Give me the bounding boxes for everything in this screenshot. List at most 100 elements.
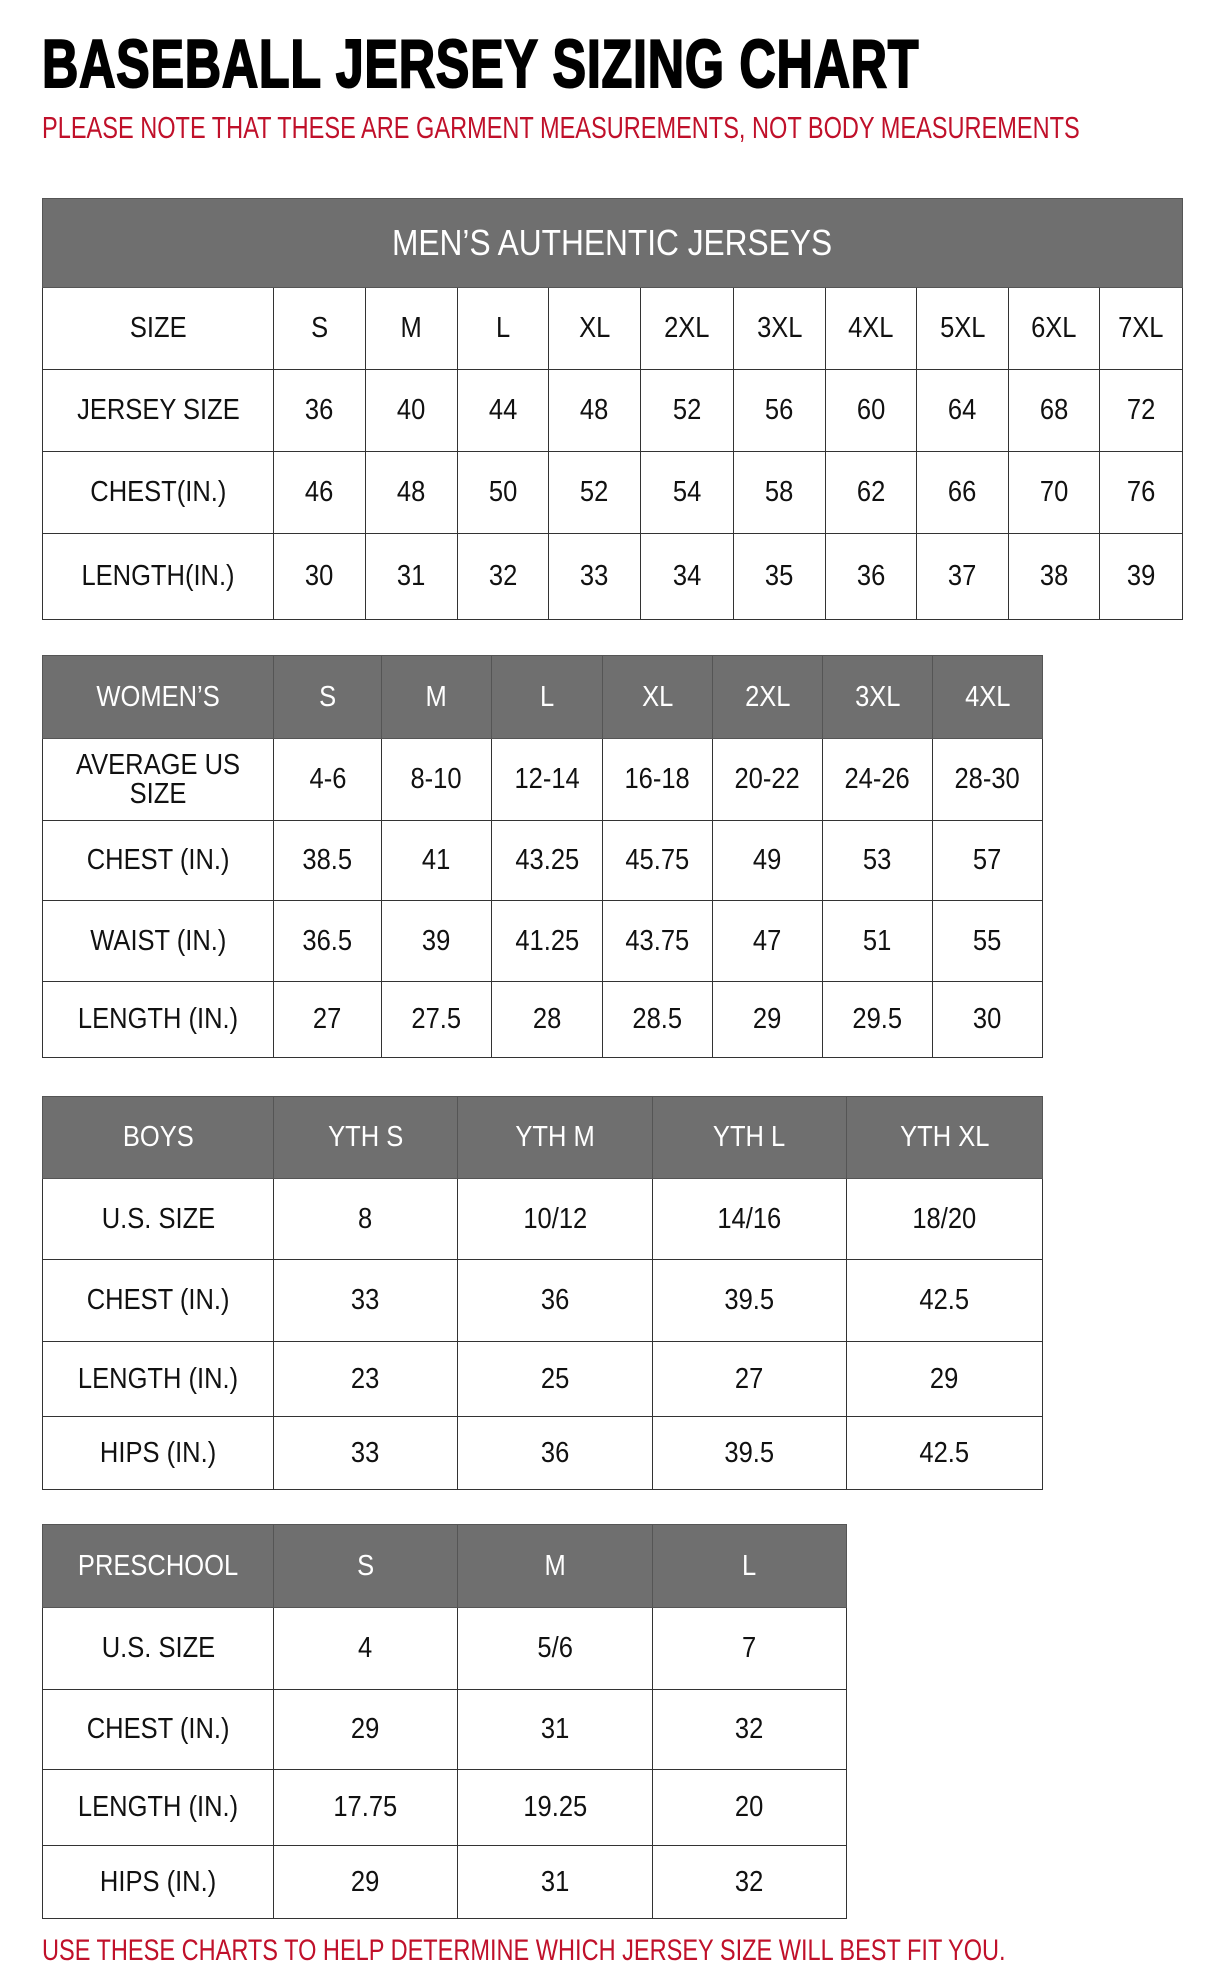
measurement-cell: 54 [640, 451, 734, 534]
cell-text: 36 [540, 1436, 570, 1469]
cell-text: 38 [1039, 560, 1069, 592]
cell-text: U.S. SIZE [101, 1632, 215, 1664]
cell-text: 36 [856, 560, 886, 592]
cell-text: M [400, 312, 423, 344]
table-banner: MEN’S AUTHENTIC JERSEYS [41, 198, 1184, 288]
measurement-cell: 44 [457, 369, 549, 452]
cell-text: 31 [540, 1713, 570, 1745]
table-row: CHEST (IN.) 38.5 41 43.25 45.75 49 53 57 [42, 820, 1043, 901]
cell-text: 30 [973, 1003, 1002, 1035]
measurement-cell: 60 [825, 369, 917, 452]
preschool-size-table: PRESCHOOL S M L U.S. SIZE 4 5/6 7 CHEST (IN.) 29 3… [42, 1524, 847, 1919]
measurement-cell: 20-22 [712, 738, 823, 821]
cell-text: CHEST(IN.) [89, 476, 227, 508]
measurement-cell: S [273, 287, 366, 370]
size-header-cell: L [491, 655, 603, 739]
measurement-cell: 38.5 [273, 820, 382, 901]
cell-text: XL [578, 312, 611, 344]
cell-text: 42.5 [919, 1284, 970, 1316]
size-header-cell: L [652, 1524, 847, 1608]
row-label-cell: U.S. SIZE [42, 1178, 274, 1260]
cell-text: 29.5 [852, 1003, 903, 1035]
size-header-cell: M [457, 1524, 653, 1608]
size-header-cell: 4XL [932, 655, 1043, 739]
measurement-cell: 76 [1098, 451, 1184, 534]
cell-text: 2XL [664, 312, 710, 344]
measurement-cell: 8-10 [381, 738, 492, 821]
cell-text: M [544, 1549, 566, 1582]
cell-text: 33 [351, 1284, 380, 1316]
cell-text: 28 [532, 1003, 562, 1035]
cell-text: 29 [930, 1362, 959, 1395]
cell-text: 41.25 [515, 924, 579, 957]
cell-text: YTH XL [899, 1121, 990, 1153]
cell-text: 36 [540, 1284, 570, 1316]
measurement-cell: 43.25 [491, 820, 603, 901]
measurement-cell: 66 [916, 451, 1009, 534]
cell-text: 4 [358, 1632, 373, 1664]
measurement-cell: 23 [273, 1341, 458, 1417]
measurement-cell: 36.5 [273, 900, 382, 982]
measurement-cell: 48 [548, 369, 641, 452]
cell-text: 76 [1126, 476, 1156, 508]
cell-text: 14/16 [717, 1202, 782, 1235]
measurement-cell: 5/6 [457, 1607, 653, 1690]
row-label-cell: HIPS (IN.) [42, 1845, 274, 1919]
row-label-cell: SIZE [42, 287, 274, 370]
size-header-cell: YTH M [457, 1096, 653, 1179]
cell-text: 16-18 [624, 763, 691, 795]
cell-text: 54 [672, 476, 702, 508]
measurement-cell: 28-30 [932, 738, 1043, 821]
cell-text: 48 [580, 394, 609, 426]
cell-text: 36 [305, 394, 334, 426]
cell-text: 31 [397, 560, 426, 592]
cell-text: 27 [735, 1362, 764, 1395]
cell-text: U.S. SIZE [101, 1202, 215, 1235]
cell-text: 43.25 [515, 844, 579, 876]
table-header-row: PRESCHOOL S M L [42, 1524, 847, 1608]
measurement-cell: 72 [1098, 369, 1184, 452]
measurement-cell: 39 [1098, 533, 1184, 620]
measurement-cell: 29 [273, 1845, 458, 1919]
cell-text: 2XL [744, 680, 791, 713]
measurement-cell: 3XL [733, 287, 826, 370]
measurement-cell: 37 [916, 533, 1009, 620]
measurement-cell: 34 [640, 533, 734, 620]
measurement-cell: 31 [365, 533, 458, 620]
cell-text: XL [641, 680, 674, 713]
cell-text: LENGTH(IN.) [81, 560, 235, 592]
measurement-cell: 42.5 [846, 1259, 1043, 1342]
header-label-cell: PRESCHOOL [42, 1524, 274, 1608]
cell-text: 55 [973, 924, 1002, 957]
measurement-cell: 7 [652, 1607, 847, 1690]
cell-text: 40 [397, 394, 426, 426]
measurement-cell: 4XL [825, 287, 917, 370]
cell-text: CHEST (IN.) [86, 844, 230, 876]
table-row: HIPS (IN.) 29 31 32 [42, 1845, 847, 1919]
size-header-cell: YTH S [273, 1096, 458, 1179]
cell-text: 25 [540, 1362, 570, 1395]
cell-text: 8 [358, 1202, 373, 1235]
cell-text: 28-30 [954, 763, 1021, 795]
table-row: LENGTH (IN.) 27 27.5 28 28.5 29 29.5 30 [42, 981, 1043, 1058]
measurement-cell: 29 [712, 981, 823, 1058]
cell-text: 19.25 [523, 1791, 587, 1823]
size-header-cell: YTH XL [846, 1096, 1043, 1179]
cell-text: 39 [422, 924, 451, 957]
cell-text: 68 [1039, 394, 1069, 426]
measurement-cell: 52 [640, 369, 734, 452]
cell-text: 23 [351, 1362, 380, 1395]
table-row: SIZE S M L XL 2XL 3XL 4XL 5XL 6XL 7XL [42, 287, 1184, 370]
measurement-cell: 36 [457, 1259, 653, 1342]
measurement-cell: 36 [273, 369, 366, 452]
size-header-cell: 3XL [822, 655, 933, 739]
measurement-cell: 32 [652, 1845, 847, 1919]
garment-note: PLEASE NOTE THAT THESE ARE GARMENT MEASU… [42, 110, 1080, 145]
measurement-cell: 41 [381, 820, 492, 901]
cell-text: 34 [672, 560, 702, 592]
cell-text: 6XL [1031, 312, 1077, 344]
measurement-cell: 10/12 [457, 1178, 653, 1260]
measurement-cell: 14/16 [652, 1178, 847, 1260]
cell-text: 32 [735, 1865, 764, 1898]
measurement-cell: 33 [273, 1416, 458, 1490]
